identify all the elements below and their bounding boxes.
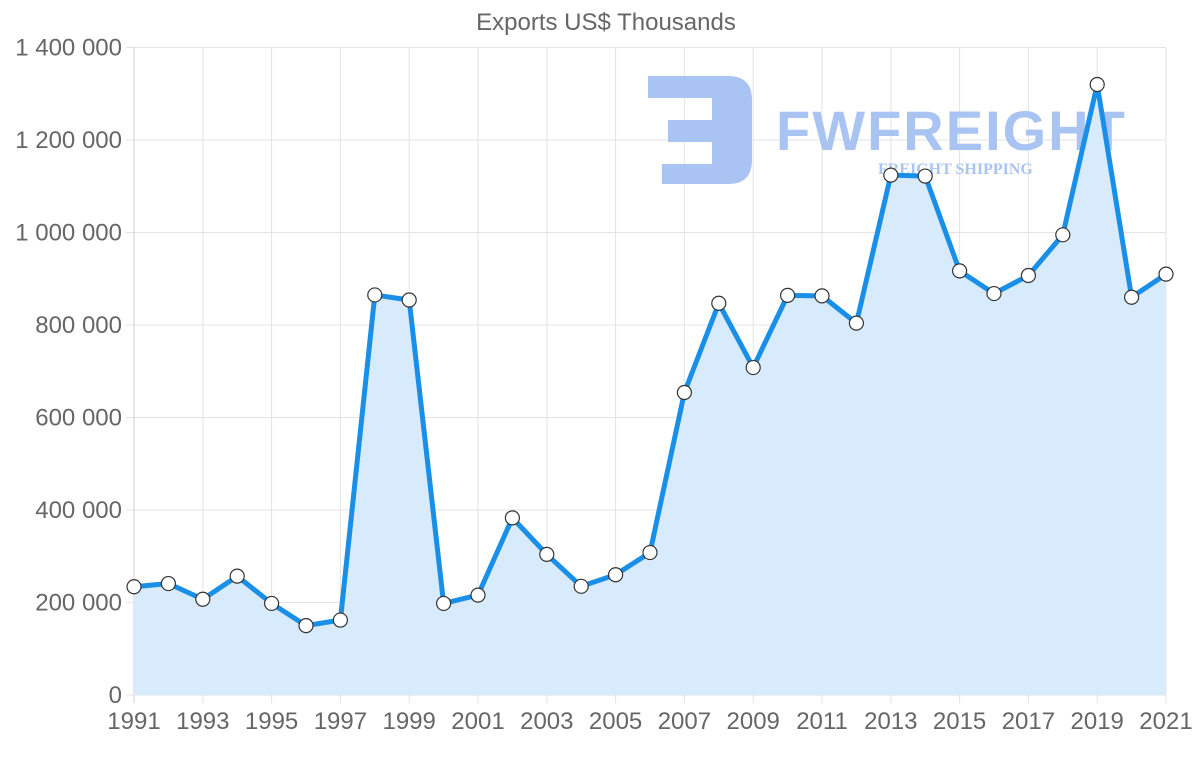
y-tick-label: 600 000 (35, 405, 122, 432)
data-points (126, 76, 1174, 634)
y-tick-label: 400 000 (35, 497, 122, 524)
data-point-2021[interactable] (1158, 266, 1174, 282)
y-tick-label: 0 (109, 682, 122, 709)
watermark-logo: FWFREIGHT FREIGHT SHIPPING (648, 76, 1127, 184)
x-tick-label: 1997 (314, 708, 367, 735)
x-tick-label: 2005 (589, 708, 642, 735)
data-point-1998[interactable] (367, 287, 383, 303)
x-axis-ticks: 1991 1993 1995 1997 1999 2001 2003 2005 2007 2009… (107, 708, 1192, 735)
data-point-1991[interactable] (126, 579, 142, 595)
data-point-2017[interactable] (1020, 267, 1037, 284)
x-tick-label: 2021 (1139, 708, 1192, 735)
x-tick-label: 2007 (658, 708, 711, 735)
data-point-2019[interactable] (1089, 76, 1105, 93)
x-tick-label: 2013 (864, 708, 917, 735)
data-point-2011[interactable] (814, 288, 830, 304)
data-point-2002[interactable] (504, 510, 521, 526)
data-point-2001[interactable] (470, 587, 486, 603)
x-tick-label: 1991 (107, 708, 160, 735)
data-point-1995[interactable] (264, 595, 280, 612)
fwfreight-logo-icon (648, 76, 752, 184)
x-tick-label: 2009 (727, 708, 780, 735)
data-point-2000[interactable] (436, 595, 452, 612)
x-tick-label: 1999 (383, 708, 436, 735)
x-tick-label: 2015 (933, 708, 986, 735)
y-tick-label: 800 000 (35, 312, 122, 339)
x-tick-label: 1993 (176, 708, 229, 735)
data-point-1994[interactable] (229, 568, 245, 584)
y-tick-label: 1 000 000 (15, 220, 122, 247)
data-point-2005[interactable] (607, 567, 624, 583)
data-point-2009[interactable] (745, 359, 761, 376)
data-point-2018[interactable] (1055, 227, 1071, 243)
x-tick-label: 2003 (520, 708, 573, 735)
data-point-2012[interactable] (848, 315, 865, 331)
data-point-2006[interactable] (642, 544, 658, 561)
data-point-2003[interactable] (539, 546, 555, 563)
data-point-1996[interactable] (298, 618, 314, 634)
y-axis-ticks: 0 200 000 400 000 600 000 800 000 1 000 000 1 … (15, 35, 122, 710)
data-point-1999[interactable] (401, 292, 417, 308)
data-point-1993[interactable] (195, 591, 211, 607)
data-point-2004[interactable] (573, 578, 589, 594)
y-tick-label: 1 200 000 (15, 127, 122, 154)
data-point-2020[interactable] (1123, 289, 1140, 305)
area-fill (134, 84, 1166, 695)
data-point-2015[interactable] (951, 263, 968, 279)
watermark-brand: FWFREIGHT (776, 99, 1127, 162)
x-tick-label: 2019 (1071, 708, 1124, 735)
chart-title: Exports US$ Thousands (476, 9, 736, 36)
data-point-1997[interactable] (332, 612, 348, 628)
data-point-2014[interactable] (917, 168, 933, 184)
data-point-2007[interactable] (676, 384, 693, 401)
data-point-2008[interactable] (711, 295, 727, 311)
y-tick-label: 200 000 (35, 590, 122, 617)
data-point-1992[interactable] (160, 575, 176, 592)
data-point-2013[interactable] (883, 167, 899, 183)
x-tick-label: 2017 (1002, 708, 1055, 735)
x-tick-label: 1995 (245, 708, 298, 735)
y-tick-label: 1 400 000 (15, 35, 122, 62)
data-point-2010[interactable] (779, 287, 796, 303)
data-point-2016[interactable] (986, 285, 1002, 302)
x-tick-label: 2001 (451, 708, 504, 735)
area-fill-path (134, 84, 1166, 695)
x-tick-label: 2011 (796, 708, 848, 735)
